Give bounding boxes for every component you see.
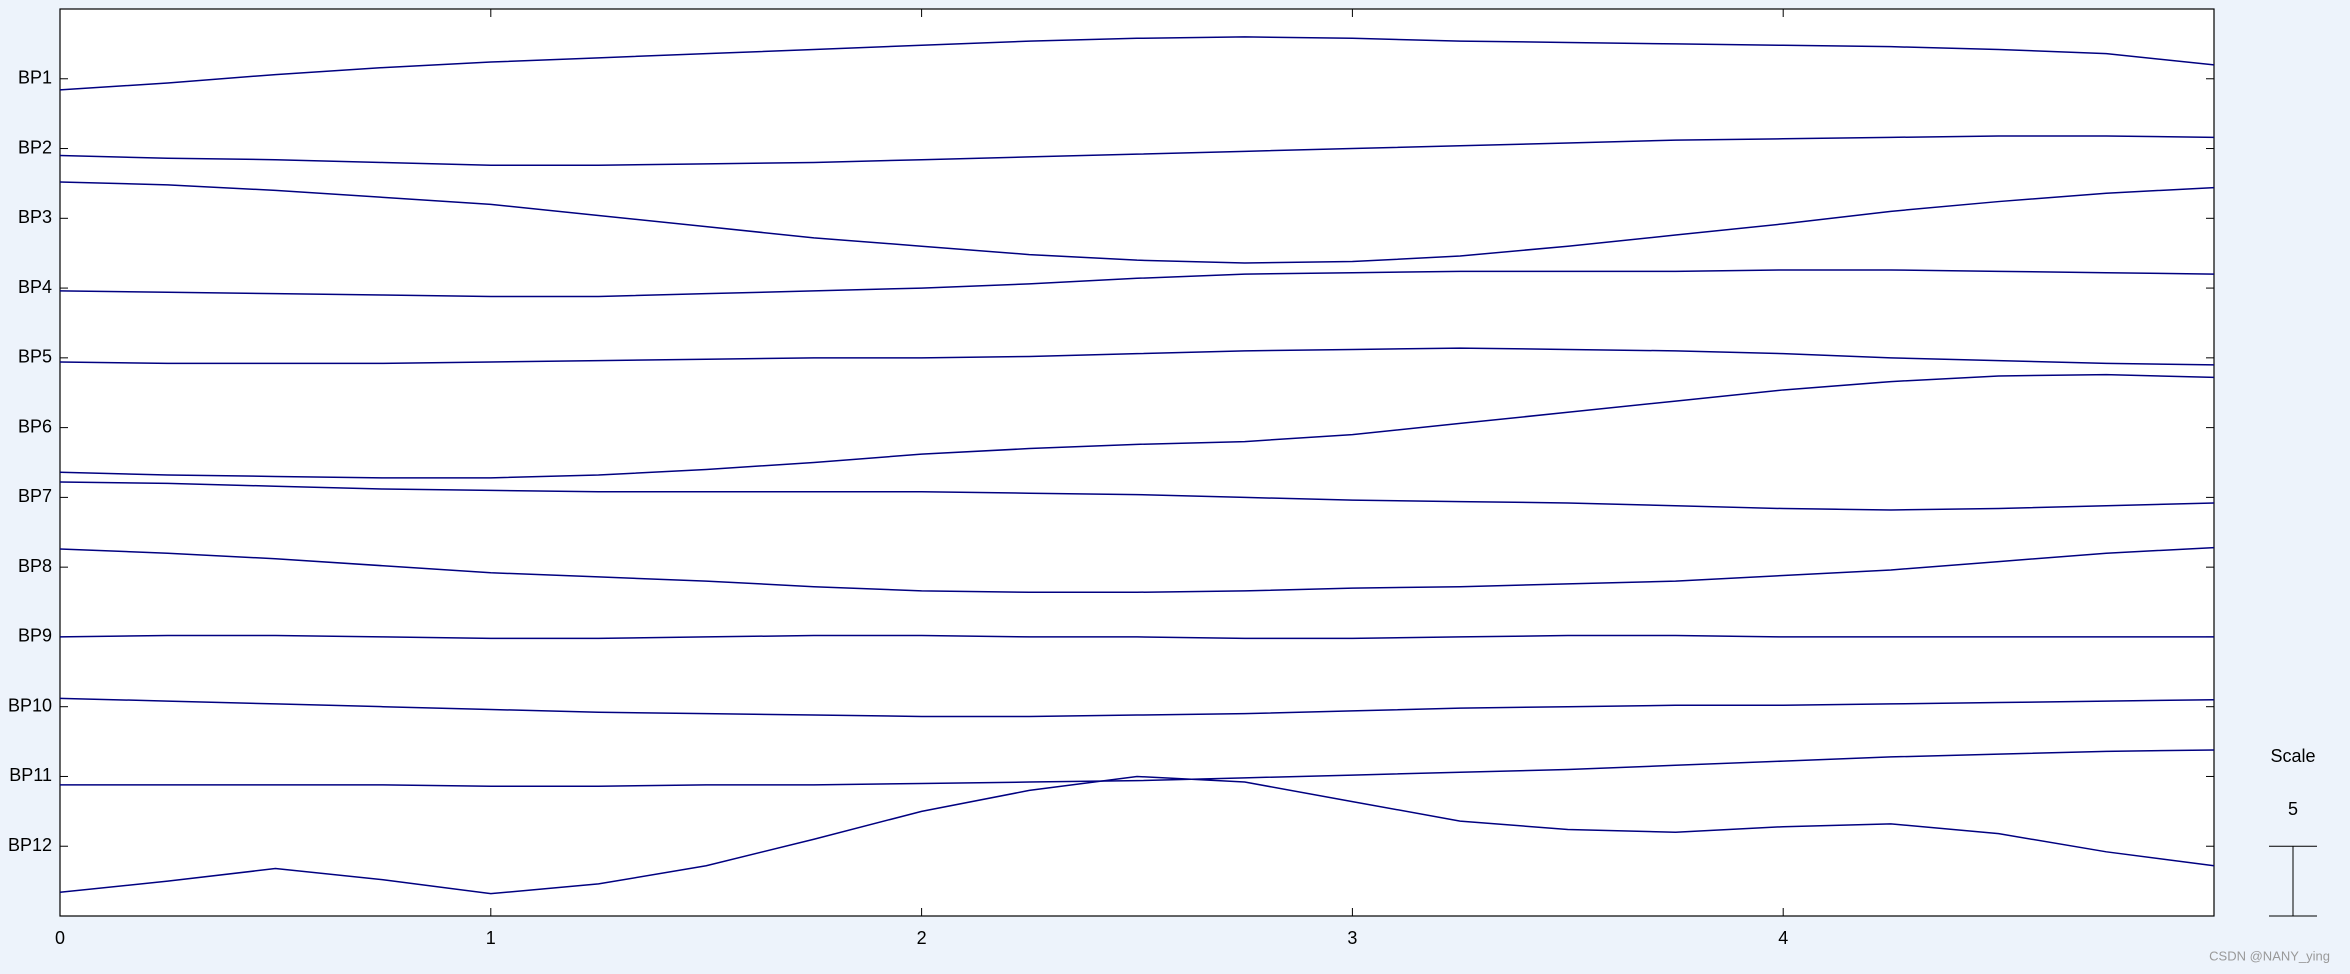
x-tick-label: 4 bbox=[1778, 928, 1788, 948]
y-tick-label: BP2 bbox=[18, 137, 52, 157]
plot-area bbox=[59, 8, 2215, 917]
y-tick-label: BP7 bbox=[18, 486, 52, 506]
x-tick-label: 1 bbox=[486, 928, 496, 948]
y-tick-label: BP1 bbox=[18, 68, 52, 88]
y-tick-label: BP9 bbox=[18, 626, 52, 646]
channel-trace bbox=[59, 697, 2215, 718]
channel-trace bbox=[60, 749, 2215, 787]
y-tick-label: BP8 bbox=[18, 556, 52, 576]
channel-trace bbox=[59, 546, 2215, 594]
channel-trace bbox=[59, 347, 2215, 366]
x-tick-label: 0 bbox=[55, 928, 65, 948]
y-tick-label: BP4 bbox=[18, 277, 52, 297]
channel-trace bbox=[59, 373, 2215, 479]
y-tick-label: BP12 bbox=[8, 835, 52, 855]
scale-value: 5 bbox=[2288, 799, 2298, 819]
y-tick-label: BP3 bbox=[18, 207, 52, 227]
y-tick-label: BP5 bbox=[18, 347, 52, 367]
channel-trace bbox=[59, 481, 2215, 511]
y-tick-label: BP10 bbox=[8, 695, 52, 715]
y-tick-label: BP11 bbox=[9, 765, 52, 785]
y-tick-label: BP6 bbox=[18, 416, 52, 436]
x-tick-label: 2 bbox=[917, 928, 927, 948]
channel-trace bbox=[59, 269, 2215, 298]
x-tick-label: 3 bbox=[1347, 928, 1357, 948]
channel-trace bbox=[59, 775, 2215, 895]
channel-trace bbox=[59, 181, 2215, 264]
scale-label: Scale bbox=[2270, 746, 2315, 766]
channel-trace bbox=[59, 36, 2215, 91]
channel-trace bbox=[59, 135, 2215, 167]
channel-trace bbox=[59, 634, 2214, 640]
watermark: CSDN @NANY_ying bbox=[2209, 948, 2330, 963]
